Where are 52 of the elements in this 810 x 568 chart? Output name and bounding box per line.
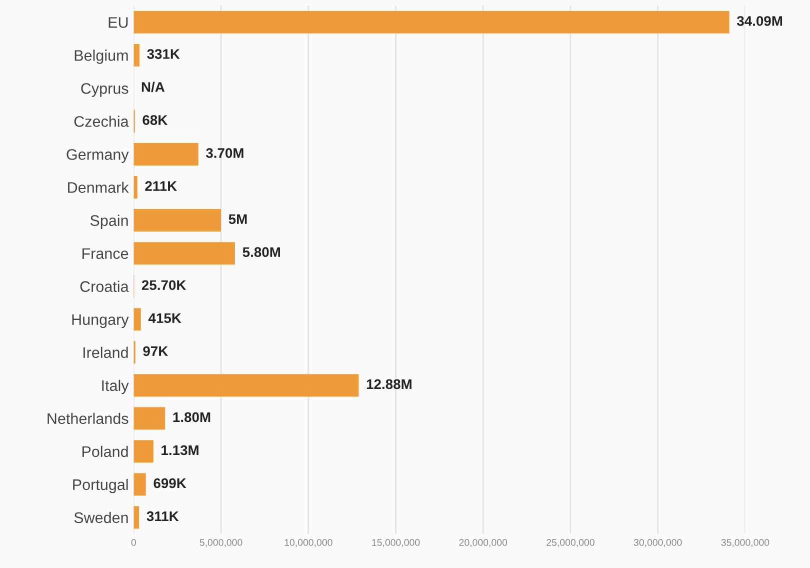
y-tick-label: Netherlands	[48, 412, 128, 424]
data-label: 1.13M	[162, 445, 198, 456]
data-label: 331K	[147, 49, 180, 59]
bar	[134, 209, 222, 232]
data-label: 415K	[148, 313, 182, 324]
y-tick-label: Hungary	[72, 314, 129, 328]
y-tick-label: Belgium	[74, 50, 128, 64]
data-label: 211K	[145, 181, 177, 191]
y-tick-label: EU	[108, 17, 128, 28]
bar	[134, 473, 146, 496]
x-tick-label: 25,000,000	[546, 539, 594, 548]
x-tick-label: 35,000,000	[721, 539, 770, 548]
bar	[134, 242, 235, 265]
text: N/A	[142, 82, 165, 92]
x-tick-label: 0	[131, 539, 136, 546]
y-tick-label: Denmark	[68, 182, 129, 193]
x-tick-label: 30,000,000	[634, 539, 682, 548]
y-tick-label: Germany	[66, 149, 129, 163]
data-label: 97K	[143, 346, 168, 356]
data-label: 34.09M	[736, 16, 782, 26]
data-label: 5M	[228, 214, 247, 224]
y-tick-label: Sweden	[74, 512, 128, 524]
y-tick-label: France	[82, 248, 128, 259]
bar	[134, 44, 140, 66]
bar	[134, 143, 198, 166]
data-label: 5.80M	[242, 247, 280, 258]
bar	[134, 440, 154, 463]
y-tick-label: Cyprus	[81, 83, 128, 97]
y-tick-label: Ireland	[83, 346, 128, 358]
data-label: 12.88M	[366, 379, 412, 390]
y-tick-label: Italy	[102, 380, 129, 394]
bar	[134, 374, 359, 397]
y-tick-label: Poland	[82, 446, 128, 458]
x-tick-label: 15,000,000	[372, 539, 420, 548]
bar	[134, 506, 140, 529]
bar	[134, 10, 730, 34]
bar	[134, 407, 166, 430]
data-label: 3.70M	[206, 148, 244, 158]
y-tick-label: Czechia	[74, 116, 129, 127]
x-tick-label: 20,000,000	[459, 539, 508, 548]
data-label: 68K	[142, 115, 168, 125]
bar	[134, 308, 141, 331]
x-tick-label: 5,000,000	[200, 539, 242, 548]
bar	[134, 176, 138, 198]
y-tick-label: Portugal	[73, 478, 128, 494]
data-label: 25.70K	[142, 280, 186, 290]
data-label: 699K	[154, 478, 186, 488]
y-tick-label: Spain	[90, 214, 128, 229]
y-tick-label: Croatia	[80, 280, 129, 292]
x-tick-label: 10,000,000	[284, 539, 332, 548]
data-label: 311K	[146, 511, 179, 522]
data-label: 1.80M	[173, 412, 210, 422]
